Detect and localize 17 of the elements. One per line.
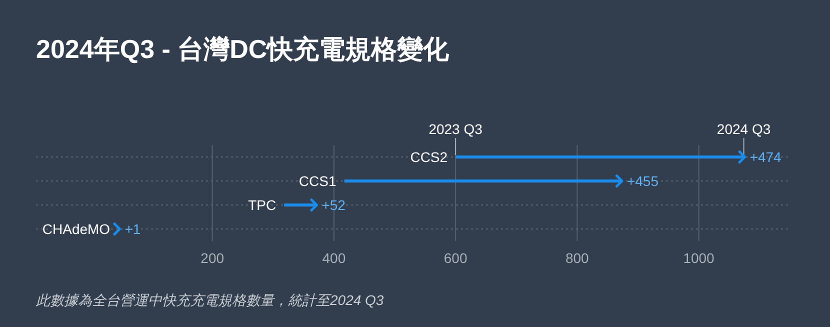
ref-line-label: 2024 Q3	[716, 121, 771, 137]
data-label: +474	[750, 149, 782, 165]
x-tick-label: 400	[322, 250, 346, 266]
chart-title: 2024年Q3 - 台灣DC快充電規格變化	[36, 34, 450, 64]
x-tick-label: 600	[444, 250, 468, 266]
ref-line-label: 2023 Q3	[428, 121, 483, 137]
data-label: +52	[322, 197, 346, 213]
x-tick-label: 200	[200, 250, 224, 266]
x-tick-label: 1000	[683, 250, 715, 266]
y-tick-label: CCS2	[410, 149, 448, 165]
x-tick-label: 800	[566, 250, 590, 266]
data-label: +1	[124, 221, 141, 237]
y-tick-label: CCS1	[298, 173, 336, 189]
y-tick-label: TPC	[248, 197, 276, 213]
data-label: +455	[626, 173, 659, 189]
y-tick-label: CHAdeMO	[42, 221, 110, 237]
text: 此數據為全台營運中快充充電規格數量，統計至2024 Q3	[36, 292, 384, 308]
